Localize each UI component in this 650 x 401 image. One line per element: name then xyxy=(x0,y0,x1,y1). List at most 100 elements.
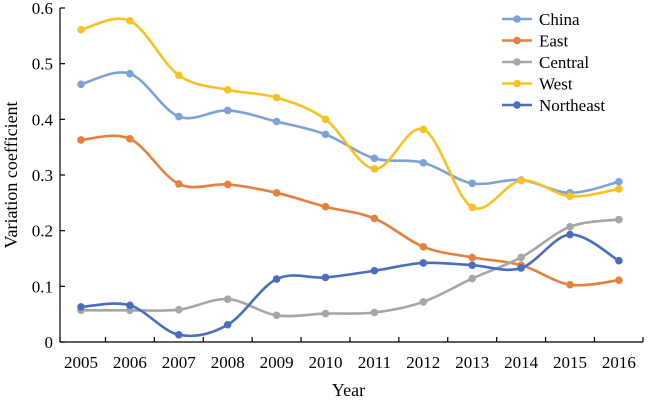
series-line-northeast xyxy=(79,233,621,338)
series-central xyxy=(77,215,623,320)
legend-item-china: China xyxy=(502,10,580,29)
data-point-china xyxy=(419,158,428,167)
data-point-china xyxy=(321,130,330,139)
series-west xyxy=(77,17,623,212)
legend-swatch-marker xyxy=(513,15,521,23)
data-point-east xyxy=(223,180,232,189)
legend-label: West xyxy=(539,75,573,94)
data-point-northeast xyxy=(517,264,525,272)
data-point-northeast xyxy=(126,301,134,310)
data-point-west xyxy=(566,192,574,200)
x-axis-ticks: 2005 2006 2007 2008 2009 2010 2011 2012 2013 2014… xyxy=(59,337,644,372)
data-point-east xyxy=(321,202,330,211)
data-point-central xyxy=(223,295,232,303)
y-tick-label: 0.1 xyxy=(32,277,53,296)
x-tick-label: 2007 xyxy=(162,353,197,372)
data-point-central xyxy=(517,253,525,262)
legend-swatch-marker xyxy=(513,101,521,109)
legend: China East Central West Northeast xyxy=(502,10,605,115)
data-point-northeast xyxy=(272,275,281,283)
data-point-central xyxy=(272,311,281,320)
y-tick-label: 0 xyxy=(45,333,54,352)
data-point-west xyxy=(77,25,85,34)
x-axis-title: Year xyxy=(332,380,365,400)
series-layer xyxy=(77,17,623,339)
x-tick-label: 2008 xyxy=(211,353,245,372)
data-point-east xyxy=(419,243,428,251)
data-point-west xyxy=(615,185,623,193)
data-point-china xyxy=(615,177,623,186)
data-point-northeast xyxy=(566,230,574,239)
legend-label: Northeast xyxy=(539,96,605,115)
series-east xyxy=(77,134,623,289)
legend-item-east: East xyxy=(502,32,569,51)
x-tick-label: 2010 xyxy=(309,353,343,372)
data-point-central xyxy=(175,305,183,314)
legend-label: Central xyxy=(539,53,589,72)
series-line-east xyxy=(79,134,621,287)
data-point-east xyxy=(468,253,477,262)
data-point-china xyxy=(175,112,183,121)
data-point-central xyxy=(615,215,623,224)
y-axis-ticks: 0 0.1 0.2 0.3 0.4 0.5 0.6 xyxy=(32,0,65,352)
data-point-northeast xyxy=(77,303,85,311)
data-point-china xyxy=(223,106,232,115)
data-point-west xyxy=(468,203,477,212)
data-point-east xyxy=(175,180,183,188)
x-tick-label: 2011 xyxy=(358,353,391,372)
data-point-china xyxy=(126,69,134,78)
legend-swatch-marker xyxy=(513,58,521,66)
y-axis-title: Variation coefficient xyxy=(1,101,21,248)
data-point-northeast xyxy=(468,261,477,269)
data-point-east xyxy=(77,136,85,144)
data-point-west xyxy=(175,71,183,80)
series-northeast xyxy=(77,230,623,339)
data-point-east xyxy=(272,189,281,197)
data-point-china xyxy=(272,117,281,126)
data-point-west xyxy=(126,17,134,25)
data-point-northeast xyxy=(223,320,232,329)
series-line-central xyxy=(79,218,621,318)
x-tick-label: 2013 xyxy=(455,353,489,372)
x-tick-label: 2009 xyxy=(260,353,294,372)
data-point-east xyxy=(370,214,379,223)
y-tick-label: 0.4 xyxy=(32,110,54,129)
x-tick-label: 2012 xyxy=(406,353,440,372)
legend-swatch-marker xyxy=(513,79,521,88)
data-point-west xyxy=(321,115,330,124)
data-point-central xyxy=(419,298,428,306)
data-point-east xyxy=(126,135,134,143)
data-point-china xyxy=(77,80,85,89)
data-point-central xyxy=(321,309,330,318)
data-point-west xyxy=(370,165,379,173)
x-tick-label: 2005 xyxy=(64,353,98,372)
data-point-east xyxy=(615,276,623,285)
data-point-west xyxy=(223,86,232,94)
y-tick-label: 0.3 xyxy=(32,166,53,185)
legend-label: China xyxy=(539,10,580,29)
data-point-central xyxy=(370,308,379,317)
data-point-northeast xyxy=(615,256,623,265)
data-point-west xyxy=(517,176,525,185)
x-tick-label: 2014 xyxy=(504,353,539,372)
x-tick-label: 2006 xyxy=(113,353,147,372)
data-point-northeast xyxy=(419,259,428,267)
y-tick-label: 0.6 xyxy=(32,0,53,18)
legend-item-northeast: Northeast xyxy=(502,96,605,115)
data-point-china xyxy=(370,154,379,163)
data-point-east xyxy=(566,280,574,289)
data-point-west xyxy=(272,93,281,102)
legend-swatch-marker xyxy=(513,36,521,45)
data-point-northeast xyxy=(370,266,379,275)
data-point-northeast xyxy=(321,273,330,282)
data-point-northeast xyxy=(175,330,183,339)
legend-item-west: West xyxy=(502,75,573,94)
data-point-central xyxy=(566,222,574,231)
y-tick-label: 0.2 xyxy=(32,222,53,241)
data-point-central xyxy=(468,274,477,283)
x-tick-label: 2016 xyxy=(602,353,636,372)
data-point-china xyxy=(468,179,477,188)
legend-item-central: Central xyxy=(502,53,589,72)
legend-label: East xyxy=(539,32,569,51)
